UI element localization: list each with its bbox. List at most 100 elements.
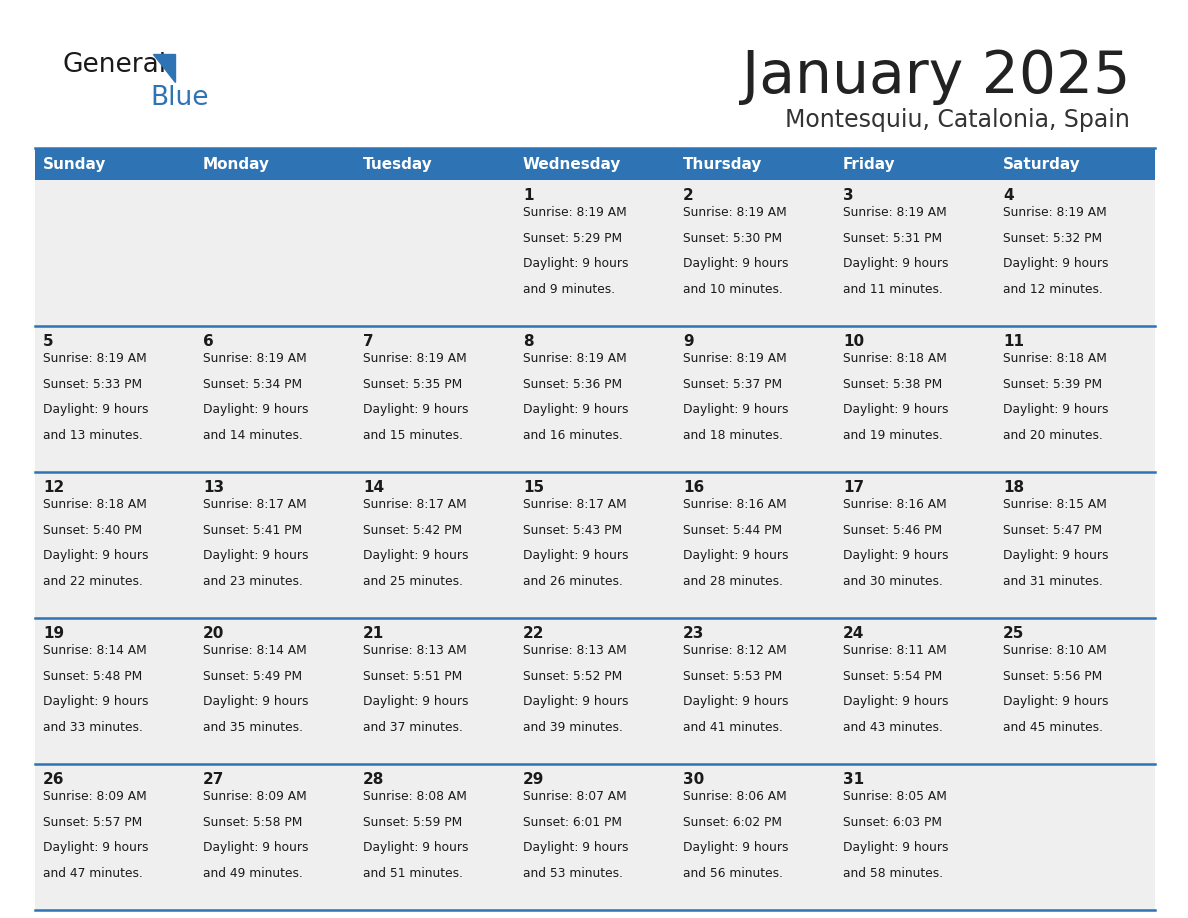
Bar xyxy=(34,472,195,618)
Text: Sunrise: 8:19 AM: Sunrise: 8:19 AM xyxy=(843,206,947,219)
Bar xyxy=(34,148,195,180)
Text: and 28 minutes.: and 28 minutes. xyxy=(683,575,783,588)
Text: 22: 22 xyxy=(523,626,544,641)
Text: 6: 6 xyxy=(203,334,214,349)
Text: Daylight: 9 hours: Daylight: 9 hours xyxy=(843,549,948,562)
Text: 5: 5 xyxy=(43,334,53,349)
Text: Sunset: 5:34 PM: Sunset: 5:34 PM xyxy=(203,377,302,390)
Text: Sunset: 5:29 PM: Sunset: 5:29 PM xyxy=(523,231,623,244)
Text: 11: 11 xyxy=(1003,334,1024,349)
Text: Sunrise: 8:18 AM: Sunrise: 8:18 AM xyxy=(43,498,147,511)
Text: Daylight: 9 hours: Daylight: 9 hours xyxy=(364,403,468,416)
Text: Sunrise: 8:17 AM: Sunrise: 8:17 AM xyxy=(364,498,467,511)
Text: Sunrise: 8:19 AM: Sunrise: 8:19 AM xyxy=(683,352,786,365)
Text: Daylight: 9 hours: Daylight: 9 hours xyxy=(683,695,789,708)
Bar xyxy=(675,618,835,764)
Text: Sunset: 5:31 PM: Sunset: 5:31 PM xyxy=(843,231,942,244)
Text: and 53 minutes.: and 53 minutes. xyxy=(523,867,623,879)
Text: Montesquiu, Catalonia, Spain: Montesquiu, Catalonia, Spain xyxy=(785,108,1130,132)
Text: Daylight: 9 hours: Daylight: 9 hours xyxy=(843,695,948,708)
Text: Sunrise: 8:15 AM: Sunrise: 8:15 AM xyxy=(1003,498,1107,511)
Text: Wednesday: Wednesday xyxy=(523,156,621,172)
Bar xyxy=(355,764,516,910)
Text: and 43 minutes.: and 43 minutes. xyxy=(843,721,943,733)
Text: and 9 minutes.: and 9 minutes. xyxy=(523,283,615,296)
Text: Sunrise: 8:16 AM: Sunrise: 8:16 AM xyxy=(843,498,947,511)
Text: Sunrise: 8:18 AM: Sunrise: 8:18 AM xyxy=(1003,352,1107,365)
Text: 25: 25 xyxy=(1003,626,1024,641)
Text: Daylight: 9 hours: Daylight: 9 hours xyxy=(43,403,148,416)
Text: Daylight: 9 hours: Daylight: 9 hours xyxy=(683,841,789,854)
Text: and 49 minutes.: and 49 minutes. xyxy=(203,867,303,879)
Text: and 18 minutes.: and 18 minutes. xyxy=(683,429,783,442)
Text: 31: 31 xyxy=(843,772,864,787)
Text: Sunrise: 8:08 AM: Sunrise: 8:08 AM xyxy=(364,790,467,803)
Text: Sunset: 5:33 PM: Sunset: 5:33 PM xyxy=(43,377,143,390)
Text: Sunset: 6:03 PM: Sunset: 6:03 PM xyxy=(843,815,942,829)
Text: Sunrise: 8:06 AM: Sunrise: 8:06 AM xyxy=(683,790,786,803)
Bar xyxy=(996,148,1155,180)
Text: and 11 minutes.: and 11 minutes. xyxy=(843,283,943,296)
Text: 9: 9 xyxy=(683,334,694,349)
Bar xyxy=(675,180,835,326)
Text: Sunrise: 8:19 AM: Sunrise: 8:19 AM xyxy=(1003,206,1107,219)
Text: and 10 minutes.: and 10 minutes. xyxy=(683,283,783,296)
Text: 20: 20 xyxy=(203,626,225,641)
Text: Daylight: 9 hours: Daylight: 9 hours xyxy=(523,549,628,562)
Text: Daylight: 9 hours: Daylight: 9 hours xyxy=(43,841,148,854)
Text: Sunrise: 8:07 AM: Sunrise: 8:07 AM xyxy=(523,790,627,803)
Text: 19: 19 xyxy=(43,626,64,641)
Text: Sunrise: 8:19 AM: Sunrise: 8:19 AM xyxy=(523,352,627,365)
Bar xyxy=(996,764,1155,910)
Text: Tuesday: Tuesday xyxy=(364,156,432,172)
Text: Daylight: 9 hours: Daylight: 9 hours xyxy=(364,695,468,708)
Text: Daylight: 9 hours: Daylight: 9 hours xyxy=(1003,403,1108,416)
Text: Sunday: Sunday xyxy=(43,156,107,172)
Text: Sunset: 5:41 PM: Sunset: 5:41 PM xyxy=(203,523,302,536)
Text: Sunrise: 8:18 AM: Sunrise: 8:18 AM xyxy=(843,352,947,365)
Text: Daylight: 9 hours: Daylight: 9 hours xyxy=(364,841,468,854)
Polygon shape xyxy=(153,54,175,82)
Text: Daylight: 9 hours: Daylight: 9 hours xyxy=(523,403,628,416)
Text: Sunrise: 8:19 AM: Sunrise: 8:19 AM xyxy=(523,206,627,219)
Bar xyxy=(516,764,675,910)
Text: Sunset: 5:38 PM: Sunset: 5:38 PM xyxy=(843,377,942,390)
Text: and 47 minutes.: and 47 minutes. xyxy=(43,867,143,879)
Bar xyxy=(516,148,675,180)
Bar xyxy=(195,472,355,618)
Text: Blue: Blue xyxy=(150,85,209,111)
Bar xyxy=(34,618,195,764)
Text: and 51 minutes.: and 51 minutes. xyxy=(364,867,463,879)
Text: 15: 15 xyxy=(523,480,544,495)
Text: Sunrise: 8:09 AM: Sunrise: 8:09 AM xyxy=(43,790,147,803)
Text: 18: 18 xyxy=(1003,480,1024,495)
Text: Daylight: 9 hours: Daylight: 9 hours xyxy=(523,841,628,854)
Text: Sunset: 6:02 PM: Sunset: 6:02 PM xyxy=(683,815,782,829)
Text: 24: 24 xyxy=(843,626,865,641)
Text: 4: 4 xyxy=(1003,188,1013,203)
Text: 23: 23 xyxy=(683,626,704,641)
Text: 10: 10 xyxy=(843,334,864,349)
Text: 7: 7 xyxy=(364,334,373,349)
Text: Daylight: 9 hours: Daylight: 9 hours xyxy=(203,695,309,708)
Text: Daylight: 9 hours: Daylight: 9 hours xyxy=(683,257,789,270)
Text: Daylight: 9 hours: Daylight: 9 hours xyxy=(1003,695,1108,708)
Text: Sunrise: 8:05 AM: Sunrise: 8:05 AM xyxy=(843,790,947,803)
Text: and 19 minutes.: and 19 minutes. xyxy=(843,429,943,442)
Text: and 25 minutes.: and 25 minutes. xyxy=(364,575,463,588)
Text: and 37 minutes.: and 37 minutes. xyxy=(364,721,463,733)
Bar xyxy=(675,326,835,472)
Text: Sunrise: 8:09 AM: Sunrise: 8:09 AM xyxy=(203,790,307,803)
Text: 3: 3 xyxy=(843,188,854,203)
Text: Sunrise: 8:17 AM: Sunrise: 8:17 AM xyxy=(203,498,307,511)
Text: Sunset: 5:42 PM: Sunset: 5:42 PM xyxy=(364,523,462,536)
Text: Sunrise: 8:14 AM: Sunrise: 8:14 AM xyxy=(203,644,307,657)
Bar xyxy=(34,180,195,326)
Text: and 35 minutes.: and 35 minutes. xyxy=(203,721,303,733)
Text: Sunset: 5:52 PM: Sunset: 5:52 PM xyxy=(523,669,623,683)
Text: 17: 17 xyxy=(843,480,864,495)
Bar xyxy=(516,618,675,764)
Bar xyxy=(516,326,675,472)
Text: 27: 27 xyxy=(203,772,225,787)
Text: Daylight: 9 hours: Daylight: 9 hours xyxy=(523,257,628,270)
